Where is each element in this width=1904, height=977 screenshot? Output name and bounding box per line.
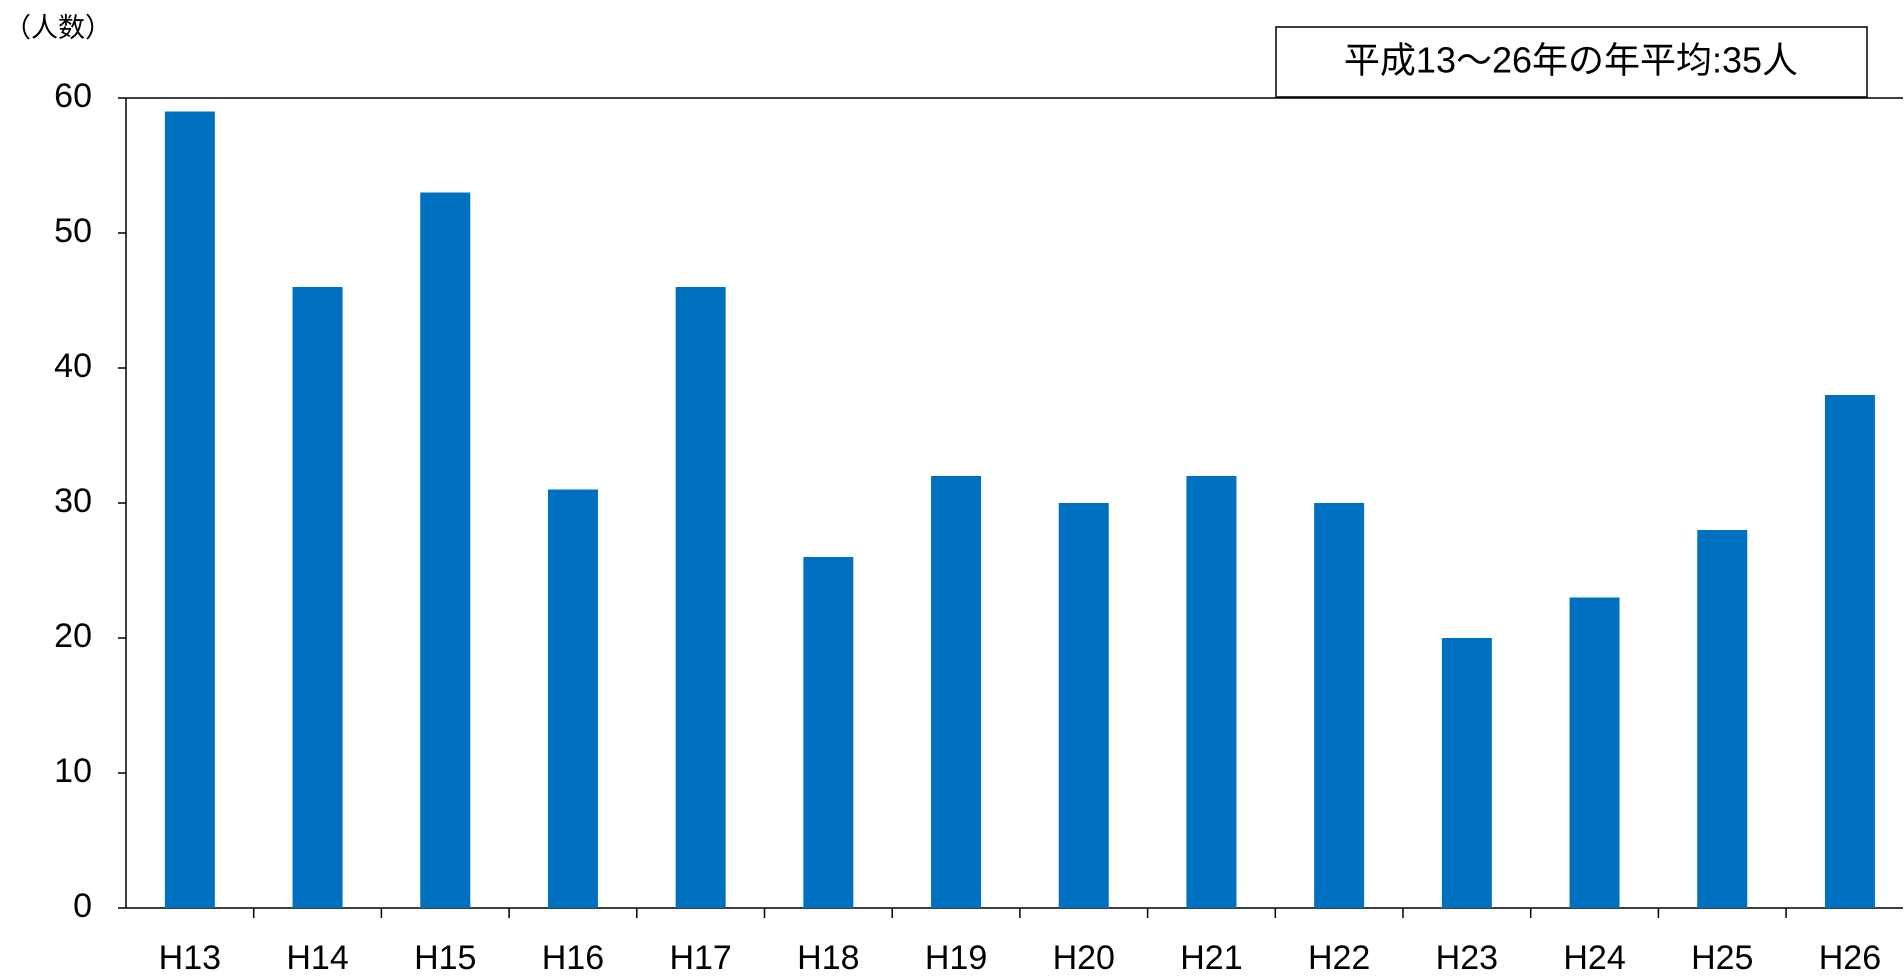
x-tick-label: H25 [1691, 939, 1753, 977]
x-tick-label: H13 [159, 939, 221, 977]
y-tick-label: 50 [54, 212, 92, 250]
bar [1824, 395, 1875, 908]
bar [420, 192, 471, 908]
y-tick-label: 20 [54, 617, 92, 655]
x-tick-label: H21 [1180, 939, 1242, 977]
annotation: 平成13～26年の年平均:35人 [1344, 40, 1798, 81]
bar [1441, 638, 1492, 908]
y-axis-label: （人数） [4, 13, 112, 43]
y-tick-label: 30 [54, 482, 92, 520]
x-tick-label: H23 [1436, 939, 1498, 977]
bar [1186, 476, 1237, 908]
y-tick-label: 40 [54, 347, 92, 385]
x-tick-label: H18 [797, 939, 859, 977]
bar [164, 111, 215, 908]
x-tick-label: H16 [542, 939, 604, 977]
bar [547, 489, 598, 908]
bar [292, 287, 343, 908]
y-tick-label: 0 [73, 887, 92, 925]
bar [1058, 503, 1109, 908]
bar [1569, 597, 1620, 908]
y-tick-label: 10 [54, 752, 92, 790]
x-tick-label: H14 [286, 939, 348, 977]
bar [675, 287, 726, 908]
x-tick-label: H19 [925, 939, 987, 977]
bar [931, 476, 982, 908]
x-tick-label: H26 [1819, 939, 1881, 977]
x-tick-label: H22 [1308, 939, 1370, 977]
bar [1314, 503, 1365, 908]
bar [1697, 530, 1748, 908]
y-tick-label: 60 [54, 77, 92, 115]
x-tick-label: H17 [669, 939, 731, 977]
x-tick-label: H24 [1563, 939, 1625, 977]
annotation-box [1275, 26, 1868, 98]
bar [803, 557, 854, 908]
x-tick-label: H20 [1053, 939, 1115, 977]
x-tick-label: H15 [414, 939, 476, 977]
